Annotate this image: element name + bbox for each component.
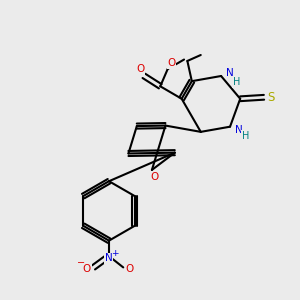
Text: H: H xyxy=(233,77,240,87)
Text: N: N xyxy=(235,125,243,135)
Text: N: N xyxy=(226,68,234,78)
Text: N: N xyxy=(105,254,113,263)
Text: −: − xyxy=(77,258,85,268)
Text: O: O xyxy=(167,58,176,68)
Text: O: O xyxy=(136,64,145,74)
Text: O: O xyxy=(150,172,158,182)
Text: S: S xyxy=(267,91,274,104)
Text: H: H xyxy=(242,130,249,141)
Text: +: + xyxy=(111,249,118,258)
Text: O: O xyxy=(126,264,134,274)
Text: O: O xyxy=(83,264,91,274)
